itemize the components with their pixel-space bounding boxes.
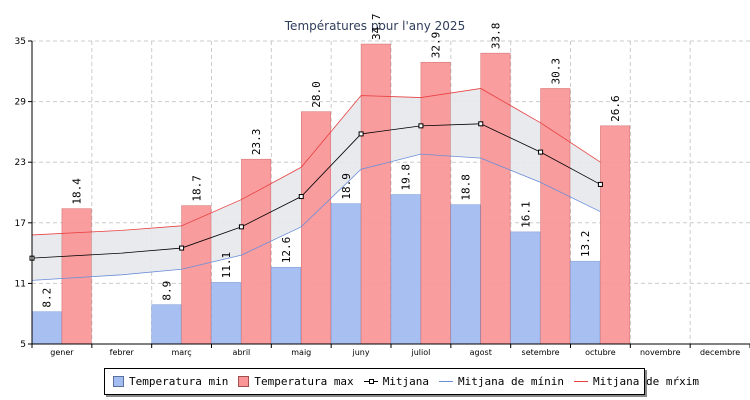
data-label-min: 13.2 — [579, 231, 592, 258]
data-label-min: 16.1 — [519, 201, 532, 228]
x-tick-label: maig — [291, 348, 311, 357]
x-tick-label: gener — [50, 348, 74, 357]
bar-max — [181, 205, 212, 345]
data-label-min: 12.6 — [280, 237, 293, 264]
bar-min — [390, 194, 421, 345]
x-tick-label: octubre — [585, 348, 616, 357]
bar-max — [480, 52, 511, 345]
y-tick-label: 29 — [15, 98, 27, 108]
line-avg-min — [31, 153, 601, 281]
x-tick-label: juny — [352, 348, 370, 357]
x-tick-label: març — [171, 348, 191, 357]
x-tick-label: febrer — [110, 348, 135, 357]
legend-item-avg-min: Mitjana de mínin — [439, 375, 564, 388]
y-tick-label: 23 — [15, 158, 26, 168]
bar-min — [510, 231, 541, 345]
data-label-min: 8.9 — [160, 281, 173, 301]
average-lines — [29, 88, 603, 281]
bar-max — [241, 158, 272, 345]
avg-marker — [538, 149, 544, 155]
legend-label-avg-max: Mitjana de mŕxim — [593, 375, 699, 388]
legend-label-avg-min: Mitjana de mínin — [458, 375, 565, 388]
bar-min — [330, 203, 361, 345]
legend-swatch-avg-max — [574, 376, 589, 387]
x-tick-label: abril — [233, 348, 251, 357]
data-label-min: 19.8 — [400, 164, 413, 191]
legend-swatch-max — [238, 376, 250, 387]
bar-max — [600, 125, 631, 345]
avg-marker — [418, 123, 424, 129]
x-tick-label: setembre — [522, 348, 560, 357]
y-tick-label: 17 — [15, 219, 26, 229]
data-label-max: 18.4 — [71, 178, 84, 205]
data-labels: 8.2 18.4 8.9 18.7 11.1 23.3 12.6 28.0 18.9 34.7 19… — [41, 14, 622, 308]
bar-min — [570, 260, 601, 345]
bar-min — [450, 204, 481, 345]
y-tick-label: 5 — [20, 340, 26, 350]
legend-swatch-avg-min — [439, 376, 454, 387]
data-label-min: 18.8 — [460, 174, 473, 201]
legend-label-max: Temperatura max — [254, 375, 354, 388]
y-tick-label: 35 — [15, 37, 26, 47]
x-tick-label: agost — [470, 348, 492, 357]
data-label-max: 26.6 — [609, 95, 622, 122]
legend-item-min: Temperatura min — [113, 375, 228, 388]
bar-min — [31, 311, 62, 345]
avg-marker — [238, 224, 244, 230]
data-label-max: 18.7 — [190, 175, 203, 202]
legend-label-min: Temperatura min — [129, 375, 229, 388]
bar-max — [360, 43, 391, 345]
bar-max — [420, 61, 451, 345]
legend-item-max: Temperatura max — [238, 375, 354, 388]
x-tick-label: juliol — [410, 348, 430, 357]
bar-max — [301, 111, 331, 345]
bar-min — [271, 266, 302, 345]
legend-label-avg: Mitjana — [382, 375, 430, 388]
x-tick-label: decembre — [700, 348, 740, 357]
legend-item-avg: Mitjana — [363, 375, 430, 388]
data-label-max: 33.8 — [489, 23, 502, 50]
bar-max — [540, 88, 571, 345]
bar-min — [211, 282, 242, 345]
data-label-max: 34.7 — [370, 14, 383, 41]
avg-marker — [478, 121, 484, 127]
legend-swatch-avg — [363, 376, 378, 387]
line-avg — [31, 123, 601, 259]
legend: Temperatura min Temperatura max Mitjana … — [104, 368, 699, 395]
data-label-min: 11.1 — [220, 252, 233, 279]
data-label-max: 32.9 — [430, 32, 443, 59]
legend-item-avg-max: Mitjana de mŕxim — [574, 375, 699, 388]
data-label-max: 23.3 — [250, 129, 263, 156]
avg-marker — [597, 181, 603, 187]
chart-title: Températures pour l'any 2025 — [284, 19, 465, 33]
x-tick-label: novembre — [640, 348, 681, 357]
axes: 5 11 17 23 29 35 gener febrer març abril maig juny j… — [15, 37, 750, 357]
avg-marker — [358, 131, 364, 137]
legend-swatch-min — [113, 376, 124, 387]
avg-marker — [298, 194, 304, 200]
y-tick-label: 11 — [15, 279, 26, 289]
avg-marker — [179, 245, 185, 251]
data-label-min: 18.9 — [340, 173, 353, 200]
bar-min — [151, 304, 182, 345]
line-avg-max — [31, 88, 601, 236]
data-label-min: 8.2 — [41, 288, 54, 308]
data-label-max: 30.3 — [549, 58, 562, 85]
data-label-max: 28.0 — [310, 81, 323, 108]
bar-max — [61, 208, 92, 345]
